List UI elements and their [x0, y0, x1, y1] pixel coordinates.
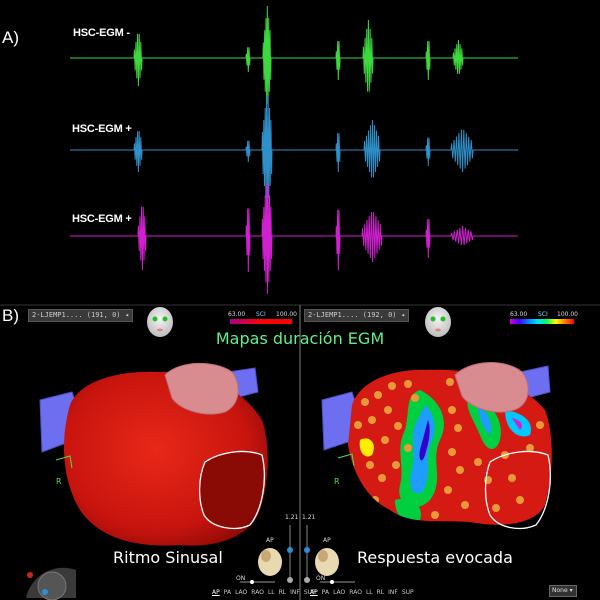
left-scale-max: 100.00	[276, 311, 297, 318]
right-orientation-head-icon[interactable]	[425, 307, 451, 337]
left-toggle-label: ON	[236, 575, 246, 582]
left-zoom-slider[interactable]	[287, 525, 293, 583]
home-icon	[42, 589, 48, 595]
view-button-inf[interactable]: INF	[388, 589, 398, 596]
left-map-caption: Ritmo Sinusal	[113, 548, 223, 567]
left-atrium-map-sinus[interactable]: R	[39, 362, 268, 546]
view-button-rl[interactable]: RL	[278, 589, 287, 596]
channel-label-3: HSC-EGM +	[72, 213, 132, 225]
right-toggle-label: ON	[316, 575, 326, 582]
view-button-rl[interactable]: RL	[376, 589, 385, 596]
speaker-icon: ◂	[124, 311, 129, 319]
view-button-pa[interactable]: PA	[321, 589, 330, 596]
record-icon	[27, 572, 33, 578]
left-orientation-label: AP	[266, 537, 274, 544]
map-title: Mapas duración EGM	[215, 329, 385, 348]
left-colorbar	[230, 319, 292, 324]
channel-label-1: HSC-EGM -	[73, 27, 130, 39]
view-button-lao[interactable]: LAO	[235, 589, 248, 596]
right-scale-max: 100.00	[557, 311, 578, 318]
view-button-sup[interactable]: SUP	[303, 589, 316, 596]
right-toggle-switch[interactable]	[320, 580, 355, 584]
right-orientation-heart-thumbnail[interactable]	[315, 548, 339, 576]
left-orientation-heart-thumbnail[interactable]	[258, 548, 282, 576]
left-map-toolbar[interactable]: 2-LJEMP1.... (191, 0) ◂	[28, 309, 133, 322]
panel-a-label: A)	[2, 28, 19, 47]
view-button-inf[interactable]: INF	[290, 589, 300, 596]
right-zoom-value: 1.21	[302, 514, 316, 521]
speaker-icon: ◂	[400, 311, 405, 319]
left-orientation-head-icon[interactable]	[147, 307, 173, 337]
chevron-down-icon: ▾	[569, 587, 573, 594]
view-button-ap[interactable]: AP	[310, 589, 318, 596]
view-button-ll[interactable]: LL	[267, 589, 275, 596]
right-scale-unit: SCI	[538, 311, 548, 318]
view-button-rao[interactable]: RAO	[251, 589, 264, 596]
left-marker-letter: R	[56, 477, 62, 486]
left-scale-min: 63.00	[228, 311, 246, 318]
left-zoom-value: 1.21	[285, 514, 299, 521]
right-map-toolbar[interactable]: 2-LJEMP1.... (192, 0) ◂	[304, 309, 409, 322]
panel-b-label: B)	[2, 306, 19, 325]
right-marker-letter: R	[334, 477, 340, 486]
view-button-ll[interactable]: LL	[365, 589, 373, 596]
right-colorbar	[510, 319, 574, 324]
right-zoom-slider[interactable]	[304, 525, 310, 583]
left-scale-unit: SCI	[256, 311, 266, 318]
right-scale-min: 63.00	[510, 311, 528, 318]
view-button-lao[interactable]: LAO	[333, 589, 346, 596]
trace-channel-1	[70, 5, 518, 104]
view-button-rao[interactable]: RAO	[349, 589, 362, 596]
right-toolbar-text: 2-LJEMP1.... (192, 0)	[308, 311, 397, 319]
right-atrium-map-evoked[interactable]: R	[321, 360, 560, 535]
view-button-sup[interactable]: SUP	[401, 589, 414, 596]
display-select[interactable]: None ▾	[549, 585, 577, 597]
trace-channel-3	[70, 183, 518, 295]
right-orientation-label: AP	[323, 537, 331, 544]
navigation-dial[interactable]	[26, 567, 76, 600]
view-button-ap[interactable]: AP	[212, 589, 220, 596]
electrogram-traces	[70, 5, 518, 295]
display-select-value: None	[552, 587, 568, 594]
right-view-buttons: AP PA LAO RAO LL RL INF SUP	[310, 589, 418, 596]
left-view-buttons: AP PA LAO RAO LL RL INF SUP	[212, 589, 320, 596]
left-toggle-switch[interactable]	[240, 580, 275, 584]
view-button-pa[interactable]: PA	[223, 589, 232, 596]
channel-label-2: HSC-EGM +	[72, 123, 132, 135]
left-toolbar-text: 2-LJEMP1.... (191, 0)	[32, 311, 121, 319]
right-map-caption: Respuesta evocada	[357, 548, 513, 567]
trace-channel-2	[70, 95, 518, 211]
